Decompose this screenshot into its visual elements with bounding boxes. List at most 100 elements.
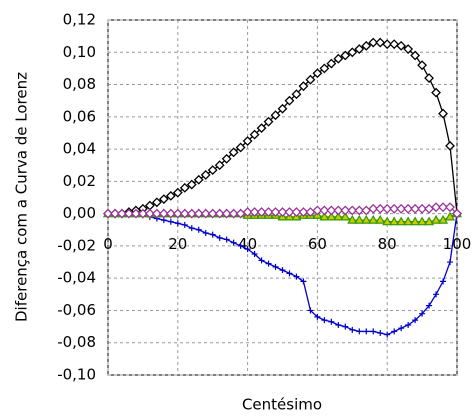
marker (249, 129, 260, 140)
marker (249, 207, 260, 217)
marker (216, 234, 223, 241)
marker (277, 207, 288, 217)
marker (165, 190, 176, 201)
y-tick-label: -0,02 (57, 236, 96, 254)
marker (103, 208, 113, 219)
marker (398, 325, 405, 332)
marker (158, 194, 169, 205)
marker (410, 216, 421, 226)
marker (419, 310, 426, 317)
marker (312, 205, 323, 216)
marker (291, 207, 302, 217)
marker (279, 267, 286, 274)
marker (237, 242, 244, 249)
marker (181, 221, 188, 228)
marker (340, 205, 351, 216)
x-tick-label: 80 (378, 235, 397, 253)
marker (368, 214, 379, 224)
marker (403, 203, 414, 214)
marker (424, 216, 435, 226)
marker (230, 239, 237, 246)
marker (342, 323, 349, 330)
y-tick-label: 0,00 (63, 204, 96, 222)
plot-frame (107, 19, 458, 376)
marker (256, 123, 267, 134)
x-tick-label: 60 (308, 235, 327, 253)
marker (361, 40, 372, 51)
series-line (108, 212, 458, 336)
marker (361, 205, 372, 216)
marker (356, 328, 363, 335)
marker (284, 207, 295, 217)
marker (314, 313, 321, 320)
marker (151, 208, 162, 219)
marker (410, 203, 421, 214)
marker (438, 214, 449, 224)
series-line (108, 41, 458, 215)
marker (131, 208, 141, 219)
marker (405, 321, 412, 328)
marker (258, 257, 265, 264)
marker (319, 211, 330, 221)
marker (186, 179, 197, 190)
marker (424, 73, 434, 84)
y-tick-label: -0,10 (57, 366, 96, 384)
x-axis-title: Centésimo (242, 396, 322, 414)
marker (445, 202, 455, 213)
marker (228, 208, 239, 219)
x-tick-label: 100 (443, 235, 472, 253)
marker (207, 208, 218, 219)
marker (389, 39, 400, 50)
marker (151, 197, 162, 208)
marker (445, 140, 455, 151)
y-tick-label: -0,06 (57, 301, 96, 319)
marker (270, 110, 281, 121)
marker (209, 231, 216, 238)
marker (333, 211, 344, 221)
marker (382, 216, 393, 226)
marker (256, 207, 267, 217)
marker (221, 208, 232, 219)
marker (321, 317, 328, 324)
marker (347, 47, 358, 58)
marker (179, 208, 190, 219)
marker (396, 40, 407, 51)
marker (333, 53, 344, 64)
x-tick-label: 40 (238, 235, 257, 253)
marker (347, 214, 358, 224)
marker (354, 44, 365, 54)
marker (382, 39, 393, 50)
marker (403, 216, 414, 226)
marker (384, 331, 391, 338)
marker (389, 216, 400, 226)
marker (431, 202, 441, 213)
marker (349, 326, 356, 333)
marker (144, 208, 155, 219)
marker (447, 259, 454, 266)
y-tick-label: 0,08 (63, 75, 96, 93)
marker (202, 230, 209, 236)
marker (444, 211, 456, 221)
marker (326, 205, 337, 216)
marker (335, 321, 342, 328)
y-tick-label: 0,02 (63, 172, 96, 190)
marker (228, 147, 239, 158)
marker (370, 328, 377, 335)
y-axis-title: Diferença com a Curva de Lorenz (13, 72, 31, 322)
marker (265, 260, 272, 267)
marker (412, 317, 419, 324)
marker (426, 302, 433, 309)
marker (361, 214, 372, 224)
marker (333, 205, 344, 216)
marker (305, 74, 316, 85)
marker (340, 211, 351, 221)
marker (368, 203, 379, 214)
y-tick-label: 0,04 (63, 140, 96, 158)
marker (396, 203, 407, 214)
marker (326, 211, 337, 221)
marker (417, 203, 428, 214)
marker (221, 153, 232, 164)
marker (200, 208, 211, 219)
marker (375, 203, 386, 214)
